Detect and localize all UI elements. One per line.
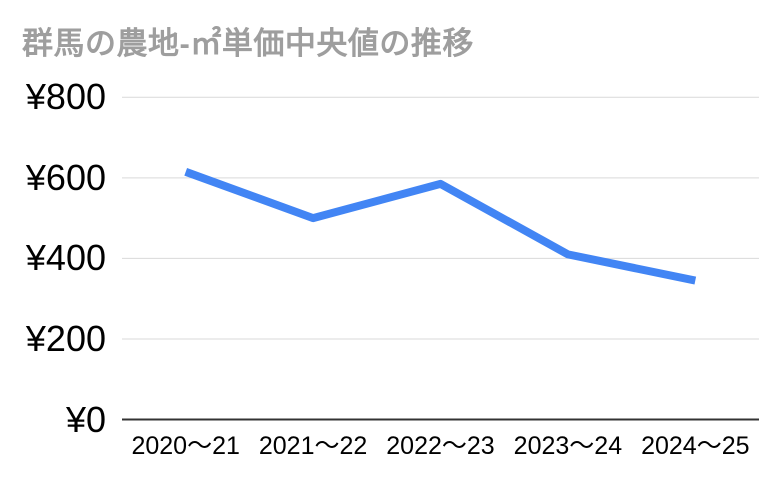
x-axis-tick-label: 2021〜22 (258, 432, 368, 460)
data-line-series (184, 168, 697, 285)
x-axis-tick-label: 2022〜23 (386, 432, 495, 460)
y-axis-tick-label: ¥400 (25, 237, 106, 279)
x-axis-tick-label: 2024〜25 (641, 432, 750, 460)
chart-title: 群馬の農地-㎡単価中央値の推移 (22, 26, 474, 61)
y-axis-tick-label: ¥800 (25, 76, 106, 118)
y-axis-tick-label: ¥200 (25, 317, 106, 359)
y-axis-tick-label: ¥600 (25, 156, 106, 198)
x-axis-tick-label: 2020〜21 (131, 432, 240, 460)
x-axis-tick-label: 2023〜24 (513, 432, 623, 460)
y-axis-tick-label: ¥0 (65, 398, 106, 440)
